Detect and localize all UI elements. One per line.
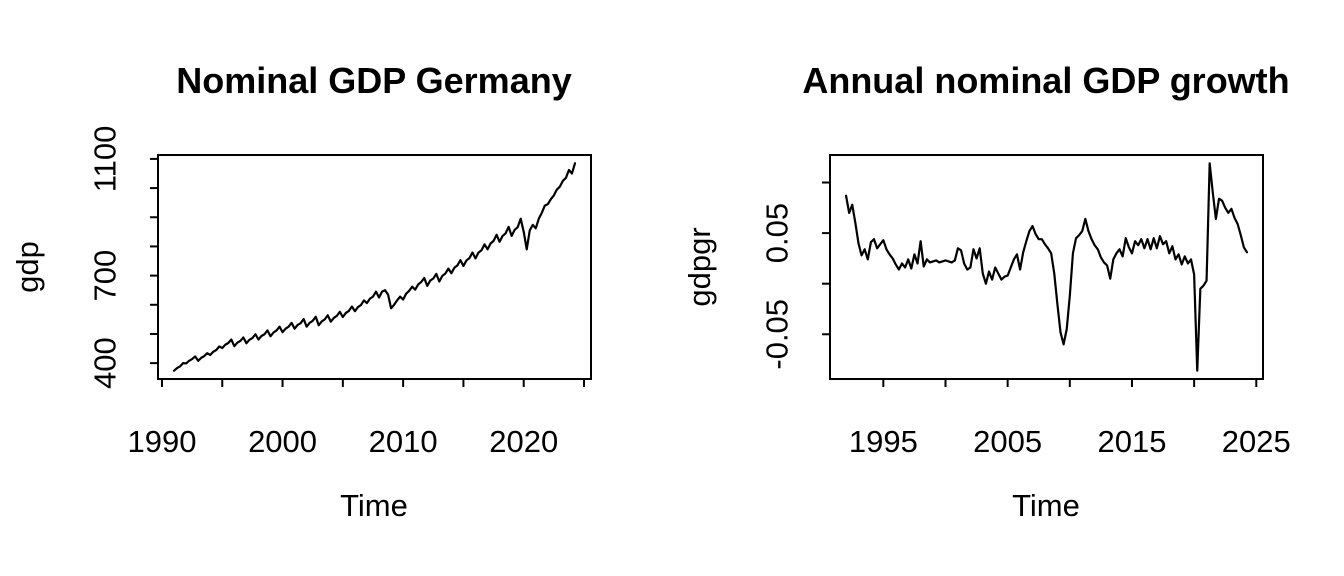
gdp-chart-plot-area: 1990 2000 2010 2020 400 700 1100 <box>88 126 592 459</box>
series-line <box>172 162 577 372</box>
plot-box <box>157 154 592 380</box>
x-axis-tick-label: 2015 <box>1097 424 1166 459</box>
y-axis-tick-label: 400 <box>88 337 123 389</box>
gdp-growth-chart-panel: 1995 2005 2015 2025 -0.05 0.05 Annual nominal… <box>672 0 1344 576</box>
gdp-growth-chart-plot-area: 1995 2005 2015 2025 -0.05 0.05 <box>760 154 1291 459</box>
x-axis-tick-label: 1990 <box>127 424 196 459</box>
plot-box <box>829 154 1264 380</box>
gdp-growth-chart-x-axis-label: Time <box>1012 488 1080 523</box>
y-axis-tick-label: 1100 <box>88 126 123 193</box>
gdp-chart-y-axis-label: gdp <box>10 241 45 293</box>
series-line <box>844 162 1249 372</box>
x-axis-tick-label: 2020 <box>489 424 558 459</box>
y-axis-tick-label: 0.05 <box>760 203 795 263</box>
gdp-chart-title: Nominal GDP Germany <box>176 60 572 101</box>
gdp-chart-x-axis-label: Time <box>340 488 408 523</box>
x-axis-tick-label: 2000 <box>248 424 317 459</box>
y-axis-tick-label: -0.05 <box>760 299 795 370</box>
gdp-chart-panel: 1990 2000 2010 2020 400 700 1100 Nominal GDP G… <box>10 60 592 523</box>
y-axis-tick-label: 700 <box>88 250 123 302</box>
x-axis-tick-label: 2025 <box>1222 424 1291 459</box>
x-axis-tick-label: 2010 <box>369 424 438 459</box>
x-axis-tick-label: 2005 <box>973 424 1042 459</box>
gdp-growth-chart-title: Annual nominal GDP growth <box>802 60 1290 101</box>
x-axis-tick-label: 1995 <box>849 424 918 459</box>
gdp-growth-chart-y-axis-label: gdpgr <box>682 227 717 307</box>
